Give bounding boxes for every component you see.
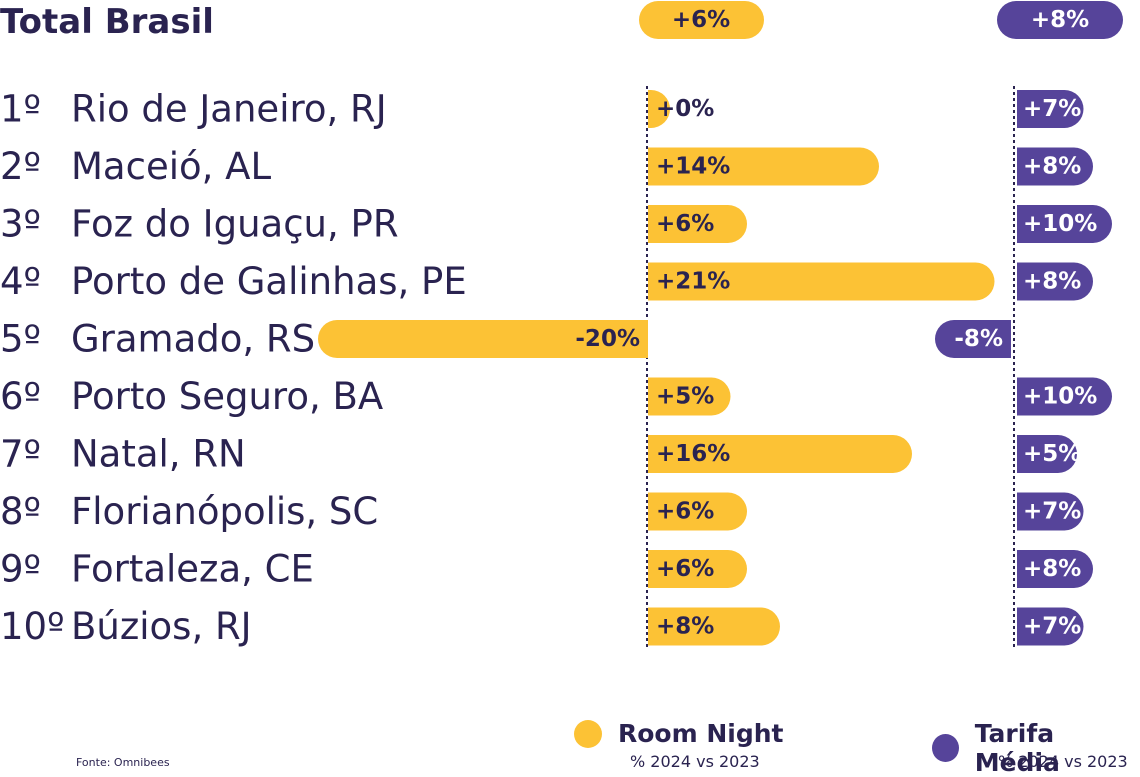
tarifa-bar [1017,492,1084,531]
room-night-total-label: +6% [672,7,730,33]
city-label: Maceió, AL [71,145,271,188]
city-label: Búzios, RJ [71,605,252,648]
tarifa-value-label: +5% [1023,441,1081,467]
tarifa-value-label: +7% [1023,614,1081,640]
tarifa-bar [1017,550,1093,588]
room-night-value-label: +16% [656,441,730,467]
legend-tarifa-media-swatch [932,734,959,762]
city-label: Natal, RN [71,433,246,476]
tarifa-bar [1017,90,1084,128]
city-label: Gramado, RS [71,318,315,361]
room-night-value-label: +8% [656,614,714,640]
rank-label: 6º [0,375,41,418]
rank-label: 4º [0,260,41,303]
legend-room-night: Room Night [574,719,784,748]
room-night-value-label: +21% [656,269,730,295]
room-night-value-label: -20% [575,326,640,352]
room-night-value-label: +14% [656,154,730,180]
room-night-value-label: +6% [656,499,714,525]
tarifa-bar [1017,377,1112,416]
city-label: Florianópolis, SC [71,490,378,533]
rank-label: 2º [0,145,41,188]
tarifa-bar [1017,435,1077,473]
room-night-bar [318,320,648,358]
tarifa-bar [1017,205,1112,243]
city-label: Fortaleza, CE [71,548,314,591]
city-label: Foz do Iguaçu, PR [71,203,399,246]
rank-label: 7º [0,433,41,476]
tarifa-value-label: -8% [954,326,1003,352]
room-night-bar [648,607,780,646]
tarifa-bar [935,320,1011,358]
tarifa-value-label: +8% [1023,154,1081,180]
tarifa-value-label: +7% [1023,499,1081,525]
legend-room-night-swatch [574,719,602,748]
rank-label: 1º [0,88,41,131]
tarifa-value-label: +8% [1023,556,1081,582]
city-label: Porto de Galinhas, PE [71,260,467,303]
source-note: Fonte: Omnibees [76,756,170,769]
rank-label: 3º [0,203,41,246]
room-night-value-label: +5% [656,384,714,410]
tarifa-total-label: +8% [1031,7,1089,33]
ranking-chart: +6% +8% 1º Rio de Janeiro, RJ +0% +7% 2º Maceió… [0,1,1123,650]
tarifa-value-label: +8% [1023,269,1081,295]
room-night-value-label: +6% [656,211,714,237]
city-label: Porto Seguro, BA [71,375,383,418]
rank-label: 8º [0,490,41,533]
rank-label: 5º [0,318,41,361]
tarifa-bar [1017,607,1084,646]
room-night-bar [648,492,747,531]
room-night-value-label: +0% [656,96,714,122]
room-night-bar [648,435,912,473]
rank-label: 10º [0,605,65,648]
legend-room-night-subtitle: % 2024 vs 2023 [630,752,760,771]
room-night-bar [648,550,747,588]
room-night-bar [648,90,670,128]
room-night-bar [648,205,747,243]
room-night-bar [648,262,995,301]
tarifa-total-pill [997,1,1123,39]
tarifa-value-label: +10% [1023,211,1097,237]
tarifa-bar [1017,147,1093,186]
rank-label: 9º [0,548,41,591]
room-night-value-label: +6% [656,556,714,582]
legend-room-night-label: Room Night [618,719,784,748]
room-night-total-pill [639,1,764,39]
city-label: Rio de Janeiro, RJ [71,88,387,131]
tarifa-value-label: +7% [1023,96,1081,122]
tarifa-value-label: +10% [1023,384,1097,410]
room-night-bar [648,377,731,416]
legend-tarifa-media-subtitle: % 2024 vs 2023 [998,752,1128,771]
tarifa-bar [1017,262,1093,301]
page-title: Total Brasil [0,2,214,42]
room-night-bar [648,147,879,186]
